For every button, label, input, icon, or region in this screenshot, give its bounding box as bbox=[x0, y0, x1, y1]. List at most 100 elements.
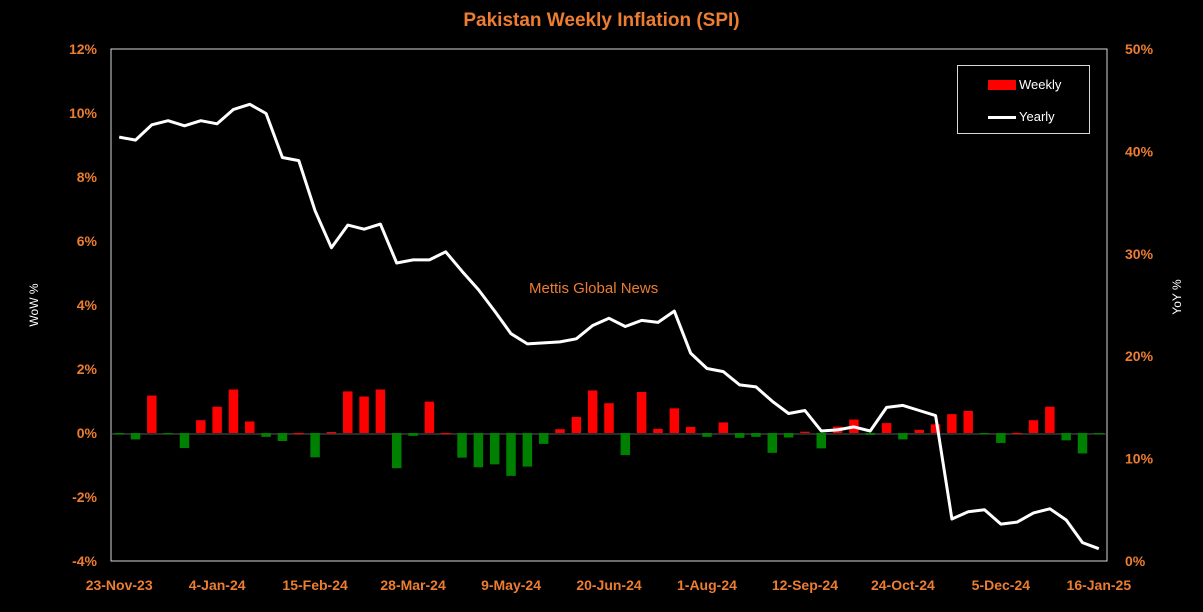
left-tick-label: 12% bbox=[69, 41, 98, 57]
weekly-bar bbox=[130, 433, 141, 440]
weekly-bar bbox=[718, 422, 729, 433]
weekly-bar bbox=[1077, 433, 1088, 454]
weekly-bar bbox=[147, 395, 157, 433]
weekly-bar bbox=[424, 401, 435, 433]
legend-label-yearly: Yearly bbox=[1019, 109, 1055, 124]
legend: Weekly Yearly bbox=[957, 65, 1090, 134]
weekly-bar bbox=[1094, 433, 1104, 435]
x-tick-label: 16-Jan-25 bbox=[1067, 577, 1132, 593]
weekly-bar bbox=[702, 433, 712, 437]
weekly-bar bbox=[751, 433, 761, 437]
weekly-bar bbox=[914, 429, 924, 433]
weekly-bar bbox=[669, 408, 680, 433]
left-tick-label: 4% bbox=[77, 297, 98, 313]
weekly-bar bbox=[359, 396, 369, 433]
weekly-bar bbox=[196, 420, 206, 433]
weekly-bar bbox=[881, 423, 892, 433]
x-tick-label: 24-Oct-24 bbox=[871, 577, 935, 593]
left-axis-ticks: -4% -2% 0% 2% 4% 6% 8% 10% 12% bbox=[69, 41, 98, 569]
weekly-bar bbox=[555, 429, 565, 433]
weekly-bar bbox=[620, 433, 631, 456]
weekly-bar bbox=[392, 433, 402, 469]
left-tick-label: 8% bbox=[77, 169, 98, 185]
weekly-bar bbox=[636, 392, 647, 433]
weekly-bar bbox=[734, 433, 745, 438]
weekly-bar bbox=[261, 433, 271, 437]
x-tick-label: 28-Mar-24 bbox=[380, 577, 446, 593]
weekly-bar bbox=[685, 426, 696, 433]
right-axis-ticks: 0% 10% 20% 30% 40% 50% bbox=[1125, 41, 1154, 569]
right-axis-label: YoY % bbox=[1170, 279, 1184, 315]
weekly-bar bbox=[277, 433, 288, 441]
weekly-bar bbox=[571, 417, 582, 433]
left-tick-label: -2% bbox=[72, 489, 97, 505]
legend-swatch-weekly bbox=[988, 80, 1016, 90]
x-tick-label: 20-Jun-24 bbox=[576, 577, 642, 593]
x-axis-ticks: 23-Nov-23 4-Jan-24 15-Feb-24 28-Mar-24 9-May… bbox=[86, 577, 1132, 593]
weekly-bar bbox=[1012, 433, 1022, 435]
x-tick-label: 12-Sep-24 bbox=[772, 577, 838, 593]
right-tick-label: 50% bbox=[1125, 41, 1154, 57]
weekly-bar bbox=[522, 433, 533, 467]
weekly-bar bbox=[930, 424, 941, 433]
weekly-bar bbox=[653, 428, 663, 433]
legend-swatch-yearly bbox=[988, 116, 1016, 119]
weekly-bar bbox=[587, 390, 598, 433]
weekly-bar bbox=[489, 433, 500, 465]
weekly-bar bbox=[228, 389, 239, 433]
weekly-bar bbox=[1028, 420, 1039, 433]
weekly-bar bbox=[310, 433, 320, 458]
weekly-bar bbox=[963, 410, 973, 433]
left-tick-label: 10% bbox=[69, 105, 98, 121]
weekly-bar bbox=[114, 433, 124, 435]
left-tick-label: 6% bbox=[77, 233, 98, 249]
x-tick-label: 15-Feb-24 bbox=[282, 577, 348, 593]
weekly-bar bbox=[816, 433, 826, 449]
weekly-bar bbox=[294, 433, 304, 435]
left-axis-label: WoW % bbox=[27, 283, 41, 327]
weekly-bar bbox=[163, 433, 173, 435]
right-tick-label: 0% bbox=[1125, 553, 1146, 569]
x-tick-label: 9-May-24 bbox=[481, 577, 541, 593]
legend-entry-weekly: Weekly bbox=[958, 75, 1089, 95]
left-tick-label: 2% bbox=[77, 361, 98, 377]
weekly-bar bbox=[996, 433, 1006, 443]
weekly-bar bbox=[538, 433, 549, 444]
weekly-bar bbox=[326, 432, 337, 434]
weekly-bars bbox=[114, 389, 1104, 476]
weekly-bar bbox=[898, 433, 908, 440]
weekly-bar bbox=[473, 433, 484, 468]
left-tick-label: -4% bbox=[72, 553, 97, 569]
weekly-bar bbox=[800, 431, 810, 433]
weekly-bar bbox=[375, 389, 386, 433]
weekly-bar bbox=[947, 414, 957, 433]
x-tick-label: 5-Dec-24 bbox=[972, 577, 1031, 593]
weekly-bar bbox=[506, 433, 516, 476]
weekly-bar bbox=[783, 433, 794, 438]
left-tick-label: 0% bbox=[77, 425, 98, 441]
weekly-bar bbox=[1045, 406, 1055, 433]
weekly-bar bbox=[604, 403, 614, 433]
x-tick-label: 23-Nov-23 bbox=[86, 577, 153, 593]
right-tick-label: 40% bbox=[1125, 143, 1154, 159]
legend-label-weekly: Weekly bbox=[1019, 77, 1062, 92]
weekly-bar bbox=[457, 433, 467, 458]
weekly-bar bbox=[1061, 433, 1071, 441]
x-tick-label: 1-Aug-24 bbox=[677, 577, 737, 593]
yearly-line bbox=[118, 102, 1100, 551]
legend-entry-yearly: Yearly bbox=[958, 107, 1089, 127]
weekly-bar bbox=[179, 433, 190, 449]
weekly-bar bbox=[440, 433, 451, 435]
weekly-bar bbox=[343, 391, 353, 433]
x-tick-label: 4-Jan-24 bbox=[189, 577, 246, 593]
weekly-bar bbox=[767, 433, 778, 453]
right-tick-label: 10% bbox=[1125, 451, 1154, 467]
weekly-bar bbox=[212, 406, 222, 433]
weekly-bar bbox=[865, 433, 875, 435]
plot-area-border bbox=[110, 48, 1108, 562]
right-tick-label: 20% bbox=[1125, 348, 1154, 364]
chart-title: Pakistan Weekly Inflation (SPI) bbox=[463, 10, 740, 31]
weekly-bar bbox=[979, 433, 990, 435]
weekly-bar bbox=[245, 421, 255, 433]
